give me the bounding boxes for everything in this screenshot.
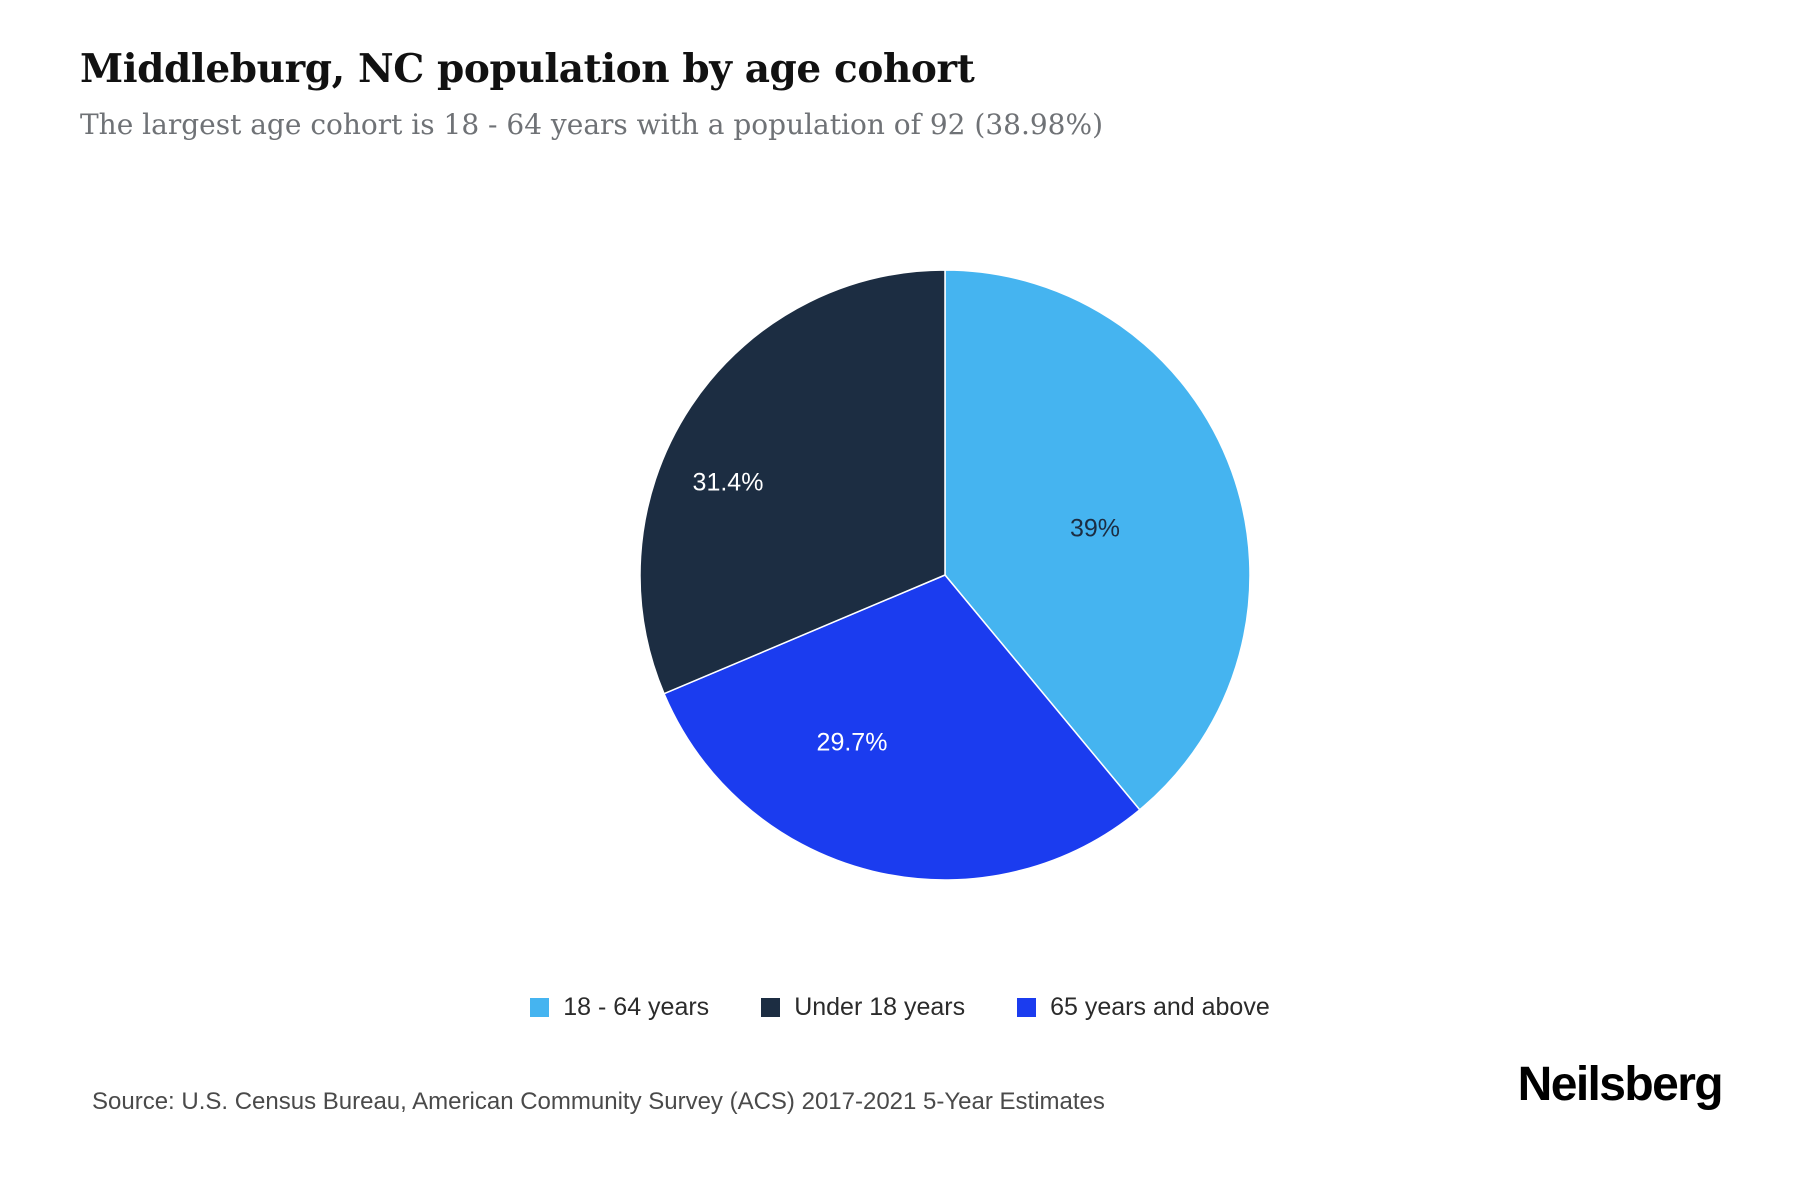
legend-item-label: 65 years and above [1050,993,1270,1021]
pie-slice[interactable] [663,574,1141,881]
legend-item[interactable]: Under 18 years [761,995,965,1020]
legend-swatch-icon [1017,998,1037,1017]
pie-chart: 39% 29.7% 31.4% [639,269,1251,881]
legend-item-label: 18 - 64 years [563,993,710,1021]
plot-area: 39% 29.7% 31.4% [0,190,1800,910]
pie-slice-label: 39% [1070,515,1120,543]
pie-slice-group [639,269,1251,881]
page-title: Middleburg, NC population by age cohort [80,46,975,92]
source-note: Source: U.S. Census Bureau, American Com… [92,1088,1105,1115]
legend-item[interactable]: 18 - 64 years [530,995,709,1020]
pie-slice[interactable] [639,269,946,695]
pie-slice-label: 31.4% [693,469,764,497]
legend-swatch-icon [761,998,781,1017]
pie-label-group: 39% 29.7% 31.4% [693,469,1120,757]
pie-svg: 39% 29.7% 31.4% [639,269,1251,881]
legend-item-label: Under 18 years [794,993,966,1021]
chart-footer: Source: U.S. Census Bureau, American Com… [0,1058,1800,1160]
chart-subtitle: The largest age cohort is 18 - 64 years … [80,107,1104,141]
pie-slice-label: 29.7% [817,729,888,757]
legend-item[interactable]: 65 years and above [1017,995,1270,1020]
pie-slice[interactable] [944,269,1251,811]
chart-header: Middleburg, NC population by age cohort … [80,46,1720,141]
brand-logo: Neilsberg [1517,1058,1724,1111]
legend-swatch-icon [530,998,550,1017]
chart-legend: 18 - 64 years Under 18 years 65 years and … [0,995,1800,1020]
